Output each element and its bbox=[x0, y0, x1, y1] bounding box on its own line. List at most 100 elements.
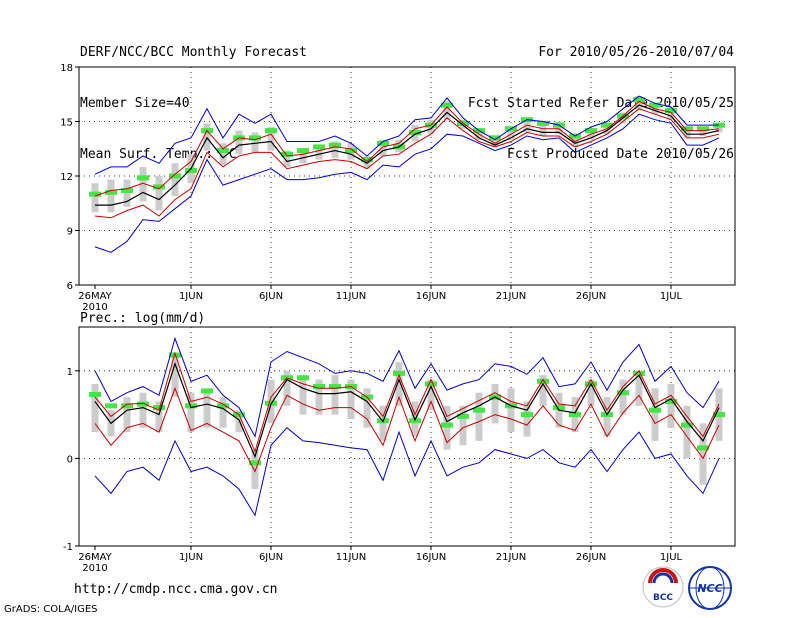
temp-spread-box bbox=[667, 106, 675, 120]
prec-spread-box bbox=[651, 388, 659, 441]
prec-spread-box bbox=[395, 362, 403, 406]
temp-spread-box bbox=[715, 123, 723, 133]
prec-spread-box bbox=[123, 397, 131, 433]
chart-title: DERF/NCC/BCC Monthly Forecast bbox=[80, 45, 307, 60]
prec-member-marker bbox=[153, 405, 165, 411]
prec-member-marker bbox=[329, 384, 341, 390]
prec-year-label: 2010 bbox=[82, 563, 107, 574]
prec-spread-box bbox=[155, 401, 163, 433]
source-url[interactable]: http://cmdp.ncc.cma.gov.cn bbox=[74, 582, 278, 597]
temp-spread-box bbox=[139, 166, 147, 202]
temp-xtick-label: 1JUN bbox=[179, 291, 203, 302]
temp-spread-box bbox=[267, 126, 275, 151]
temp-member-marker bbox=[601, 122, 613, 128]
prec-member-marker bbox=[633, 370, 645, 376]
temp-member-marker bbox=[313, 144, 325, 150]
temp-member-marker bbox=[217, 148, 229, 154]
prec-spread-box bbox=[587, 379, 595, 406]
temp-xtick-label: 21JUN bbox=[496, 291, 526, 302]
prec-spread-box bbox=[683, 405, 691, 459]
prec-member-marker bbox=[697, 445, 709, 451]
prec-spread-box bbox=[331, 375, 339, 415]
prec-spread-box bbox=[251, 449, 259, 490]
prec-member-marker bbox=[89, 391, 101, 397]
prec-spread-box bbox=[427, 379, 435, 411]
temp-spread-box bbox=[91, 183, 99, 213]
forecast-period: For 2010/05/26-2010/07/04 bbox=[538, 45, 734, 60]
prec-member-marker bbox=[713, 412, 725, 418]
prec-frame bbox=[78, 326, 736, 547]
temp-member-marker bbox=[281, 151, 293, 157]
prec-member-marker bbox=[121, 403, 133, 409]
temp-member-marker bbox=[169, 173, 181, 179]
prec-spread-box bbox=[443, 405, 451, 450]
prec-spread-box bbox=[139, 392, 147, 428]
temp-member-marker bbox=[649, 102, 661, 108]
temp-member-marker bbox=[361, 157, 373, 163]
prec-member-marker bbox=[441, 422, 453, 428]
prec-member-marker bbox=[617, 390, 629, 396]
temp-member-marker bbox=[537, 120, 549, 126]
temp-spread-box bbox=[251, 132, 259, 153]
prec-xtick-label: 1JUN bbox=[179, 552, 203, 563]
prec-spread-box bbox=[203, 388, 211, 428]
prec-spread-box bbox=[619, 379, 627, 415]
temp-spread-box bbox=[107, 179, 115, 213]
prec-spread-box bbox=[171, 353, 179, 398]
temp-spread-box bbox=[699, 126, 707, 137]
temp-spread-box bbox=[635, 96, 643, 111]
prec-member-marker bbox=[217, 403, 229, 409]
prec-ytick-label: -1 bbox=[63, 542, 73, 553]
temp-member-marker bbox=[105, 189, 117, 195]
temp-member-marker bbox=[665, 108, 677, 114]
temp-max-line bbox=[94, 95, 719, 175]
prec-xtick-label: 26MAY bbox=[78, 552, 112, 563]
prec-xtick-label: 21JUN bbox=[496, 552, 526, 563]
temp-spread-box bbox=[555, 121, 563, 135]
member-size: Member Size=40 bbox=[80, 96, 190, 111]
prec-member-marker bbox=[393, 370, 405, 376]
prec-member-marker bbox=[649, 407, 661, 413]
prec-member-marker bbox=[681, 422, 693, 428]
temp-spread-box bbox=[283, 150, 291, 167]
prec-spread-box bbox=[219, 397, 227, 428]
temp-spread-box bbox=[331, 141, 339, 158]
temp-member-marker bbox=[249, 135, 261, 141]
temp-spread-box bbox=[363, 156, 371, 169]
temp-spread-box bbox=[539, 123, 547, 137]
prec-xtick-label: 1JUL bbox=[660, 552, 683, 563]
prec-xtick-label: 16JUN bbox=[416, 552, 446, 563]
temp-ytick-label: 12 bbox=[60, 172, 73, 183]
prec-min-line bbox=[94, 427, 720, 517]
temp-member-marker bbox=[185, 168, 197, 174]
prec-xtick-label: 11JUN bbox=[336, 552, 366, 563]
prec-spread-box bbox=[699, 423, 707, 485]
prec-spread-box bbox=[635, 370, 643, 406]
temp-xtick-label: 26MAY bbox=[78, 291, 112, 302]
temp-spread-box bbox=[171, 163, 179, 196]
prec-spread-box bbox=[459, 405, 467, 446]
temp-spread-box bbox=[443, 101, 451, 120]
temp-spread-box bbox=[219, 143, 227, 166]
prec-member-marker bbox=[457, 413, 469, 419]
temp-member-marker bbox=[633, 97, 645, 103]
temp-ytick-label: 18 bbox=[60, 63, 73, 74]
temp-member-marker bbox=[265, 128, 277, 134]
grads-footer: GrADS: COLA/IGES bbox=[4, 604, 98, 615]
temp-member-marker bbox=[137, 175, 149, 181]
prec-spread-box bbox=[379, 405, 387, 441]
prec-member-marker bbox=[473, 407, 485, 413]
prec-member-marker bbox=[665, 398, 677, 404]
temp-member-marker bbox=[697, 126, 709, 132]
prec-member-marker bbox=[521, 412, 533, 418]
temp-member-marker bbox=[681, 126, 693, 132]
prec-member-marker bbox=[297, 375, 309, 381]
temp-xtick-label: 11JUN bbox=[336, 291, 366, 302]
temp-panel: 6 9 12 15 18 26MAY 1JUN 6JUN 11JUN 16JUN 21JUN 26JU… bbox=[60, 63, 736, 313]
prec-spread-box bbox=[347, 379, 355, 419]
temp-member-marker bbox=[121, 188, 133, 194]
temp-spread-box bbox=[203, 123, 211, 151]
prec-member-marker bbox=[569, 412, 581, 418]
temp-spread-box bbox=[299, 148, 307, 164]
